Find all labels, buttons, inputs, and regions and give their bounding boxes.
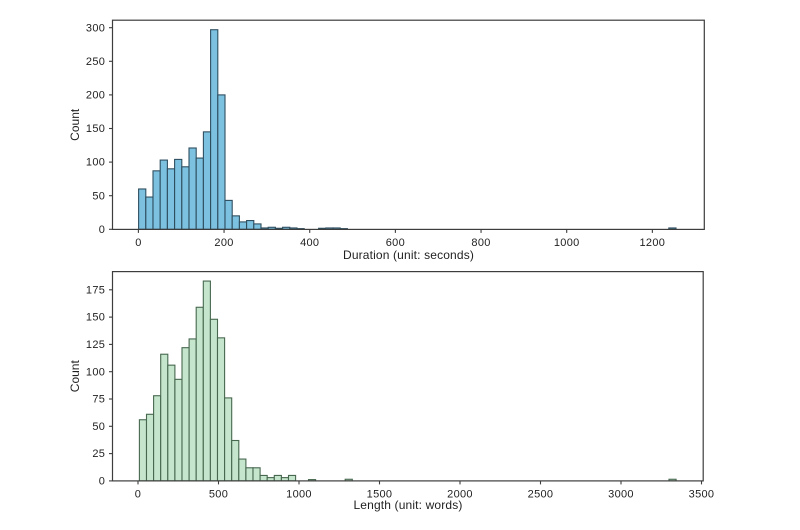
svg-text:175: 175 bbox=[86, 284, 105, 296]
svg-text:75: 75 bbox=[92, 394, 105, 406]
svg-text:300: 300 bbox=[86, 22, 105, 34]
svg-text:2000: 2000 bbox=[447, 488, 473, 500]
svg-text:200: 200 bbox=[86, 90, 105, 102]
svg-text:50: 50 bbox=[92, 421, 105, 433]
svg-text:125: 125 bbox=[86, 339, 105, 351]
svg-text:0: 0 bbox=[99, 224, 105, 236]
svg-text:150: 150 bbox=[86, 123, 105, 135]
svg-text:1200: 1200 bbox=[640, 237, 666, 249]
svg-text:150: 150 bbox=[86, 312, 105, 324]
svg-text:100: 100 bbox=[86, 366, 105, 378]
svg-text:Count: Count bbox=[68, 108, 82, 141]
svg-text:Length (unit: words): Length (unit: words) bbox=[353, 498, 462, 512]
svg-text:200: 200 bbox=[214, 237, 233, 249]
svg-text:0: 0 bbox=[135, 237, 141, 249]
svg-text:250: 250 bbox=[86, 56, 105, 68]
svg-text:1500: 1500 bbox=[367, 488, 393, 500]
svg-text:3500: 3500 bbox=[689, 488, 715, 500]
svg-text:0: 0 bbox=[135, 488, 141, 500]
svg-text:Duration (unit: seconds): Duration (unit: seconds) bbox=[343, 248, 474, 262]
svg-text:100: 100 bbox=[86, 157, 105, 169]
svg-text:800: 800 bbox=[471, 237, 490, 249]
svg-text:0: 0 bbox=[99, 476, 105, 488]
svg-text:1000: 1000 bbox=[554, 237, 580, 249]
svg-text:1000: 1000 bbox=[286, 488, 312, 500]
svg-text:2500: 2500 bbox=[528, 488, 554, 500]
svg-text:400: 400 bbox=[300, 237, 319, 249]
svg-text:3000: 3000 bbox=[608, 488, 634, 500]
svg-text:Count: Count bbox=[68, 360, 82, 393]
svg-text:25: 25 bbox=[92, 448, 105, 460]
svg-text:500: 500 bbox=[209, 488, 228, 500]
svg-text:600: 600 bbox=[386, 237, 405, 249]
svg-text:50: 50 bbox=[92, 190, 105, 202]
